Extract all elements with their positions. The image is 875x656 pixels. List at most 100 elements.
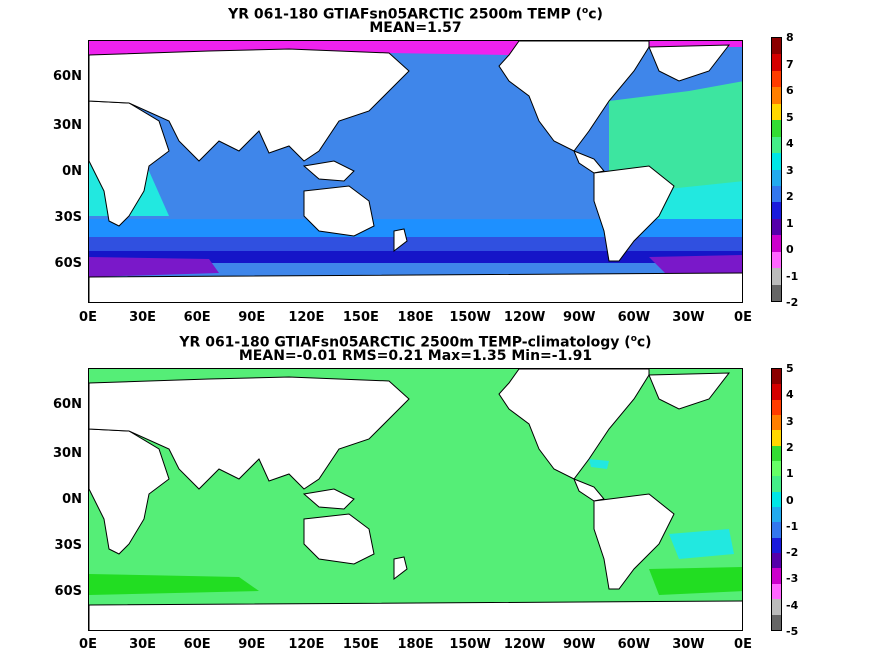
colorbar-swatch <box>772 268 781 285</box>
colorbar-swatch <box>772 251 781 269</box>
colorbar-label: 4 <box>786 137 794 150</box>
colorbar-swatch <box>772 384 781 400</box>
top-lat-label: 30S <box>54 210 82 225</box>
colorbar-swatch <box>772 202 781 219</box>
colorbar-swatch <box>772 136 781 154</box>
australia-land <box>303 185 375 237</box>
top-lat-label: 60N <box>53 69 82 84</box>
north-america-land <box>498 41 650 152</box>
lon-label: 150E <box>342 310 379 325</box>
colorbar-label: 4 <box>786 388 794 402</box>
greenland-land <box>648 44 731 82</box>
lon-label: 120E <box>288 637 325 652</box>
colorbar-swatch <box>772 553 781 569</box>
top-colorbar <box>771 37 782 302</box>
top-lat-label: 60S <box>54 256 82 271</box>
bottom-lat-label: 30N <box>53 446 82 461</box>
colorbar-swatch <box>772 399 781 416</box>
bottom-title: YR 061-180 GTIAFsn05ARCTIC 2500m TEMP-cl… <box>179 334 652 351</box>
australia-land <box>303 513 375 565</box>
south-america-land <box>593 165 675 262</box>
weddell-deep-field <box>89 257 219 277</box>
negative-anomaly-patch <box>669 529 734 559</box>
bottom-lat-label: 0N <box>62 492 82 507</box>
indonesia-land <box>302 160 355 182</box>
colorbar-label: 2 <box>786 440 794 454</box>
positive-anomaly-band-2 <box>649 567 742 595</box>
lon-label: 60E <box>183 637 211 652</box>
lon-label: 60E <box>183 310 211 325</box>
lon-label: 90E <box>238 310 266 325</box>
antarctica-land <box>89 600 742 630</box>
colorbar-label: -3 <box>786 572 799 586</box>
top-subtitle: MEAN=1.57 <box>369 20 462 36</box>
lon-label: 90E <box>238 637 266 652</box>
positive-anomaly-band <box>89 574 259 595</box>
colorbar-swatch <box>772 415 781 431</box>
colorbar-label: 0 <box>786 493 794 507</box>
colorbar-label: -4 <box>786 598 799 612</box>
bottom-subtitle: MEAN=-0.01 RMS=0.21 Max=1.35 Min=-1.91 <box>238 348 593 364</box>
colorbar-label: -1 <box>786 269 799 283</box>
africa-land <box>89 100 170 227</box>
colorbar-swatch <box>772 476 781 492</box>
arctic-magenta-field <box>89 41 519 55</box>
land-masses <box>89 41 742 302</box>
lon-label: 60W <box>617 637 651 652</box>
colorbar-label: 2 <box>786 190 794 203</box>
colorbar-swatch <box>772 430 781 446</box>
lon-label: 0E <box>79 310 97 325</box>
bottom-map <box>88 368 743 631</box>
colorbar-swatch <box>772 185 781 203</box>
atlantic-deep-field <box>649 255 742 277</box>
africa-land <box>89 428 170 555</box>
lon-label: 30W <box>672 637 705 652</box>
southern-band-1 <box>89 219 742 237</box>
lon-label: 30E <box>129 637 157 652</box>
lon-label: 150W <box>449 310 491 325</box>
antarctica-land <box>89 272 742 302</box>
lon-label: 0E <box>79 637 97 652</box>
colorbar-label: 5 <box>786 362 794 375</box>
colorbar-swatch <box>772 103 781 121</box>
colorbar-label: 1 <box>786 467 794 481</box>
colorbar-swatch <box>772 583 781 600</box>
lon-label: 0E <box>734 637 752 652</box>
colorbar-swatch <box>772 153 781 170</box>
colorbar-label: 8 <box>786 31 794 44</box>
lon-label: 90W <box>563 637 596 652</box>
colorbar-label: 3 <box>786 163 794 177</box>
colorbar-label: 5 <box>786 110 794 124</box>
lon-label: 180E <box>397 310 434 325</box>
top-map <box>88 40 743 303</box>
negative-anomaly-patch-2 <box>589 459 609 469</box>
colorbar-label: -2 <box>786 296 799 309</box>
colorbar-swatch <box>772 445 781 462</box>
indonesia-land <box>302 488 355 510</box>
greenland-land <box>648 372 731 410</box>
north-america-land <box>498 369 650 480</box>
colorbar-swatch <box>772 599 781 615</box>
colorbar-swatch <box>772 522 781 538</box>
colorbar-swatch <box>772 38 781 55</box>
colorbar-swatch <box>772 284 781 301</box>
lon-label: 120E <box>288 310 325 325</box>
new-zealand-land <box>393 556 408 581</box>
colorbar-swatch <box>772 537 781 554</box>
south-america-land <box>593 493 675 590</box>
colorbar-label: -1 <box>786 519 799 533</box>
colorbar-swatch <box>772 218 781 236</box>
lon-label: 0E <box>734 310 752 325</box>
colorbar-swatch <box>772 507 781 523</box>
lon-label: 180E <box>397 637 434 652</box>
colorbar-label: 0 <box>786 243 794 256</box>
colorbar-swatch <box>772 369 781 385</box>
colorbar-label: -2 <box>786 546 799 560</box>
bottom-lat-label: 60N <box>53 397 82 412</box>
top-lat-label: 0N <box>62 164 82 179</box>
lon-label: 30W <box>672 310 705 325</box>
lon-label: 30E <box>129 310 157 325</box>
eurasia-land <box>89 48 410 162</box>
colorbar-label: 6 <box>786 84 794 97</box>
colorbar-swatch <box>772 70 781 88</box>
